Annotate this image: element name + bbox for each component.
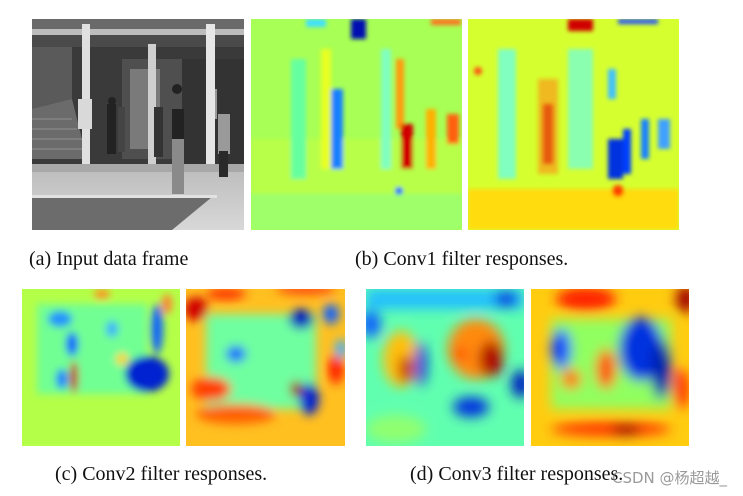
conv3-response-map-2: [531, 289, 689, 446]
caption-d: (d) Conv3 filter responses.: [410, 463, 624, 485]
conv1-response-map-2: [468, 19, 679, 230]
input-frame-image: [32, 19, 244, 230]
caption-a: (a) Input data frame: [29, 248, 189, 270]
caption-b: (b) Conv1 filter responses.: [355, 248, 569, 270]
caption-c: (c) Conv2 filter responses.: [55, 463, 268, 485]
conv1-response-map-1: [251, 19, 462, 230]
conv2-response-map-2: [186, 289, 345, 446]
conv3-response-map-1: [366, 289, 524, 446]
conv2-response-map-1: [22, 289, 180, 446]
csdn-watermark: CSDN @杨超越_: [612, 469, 728, 487]
